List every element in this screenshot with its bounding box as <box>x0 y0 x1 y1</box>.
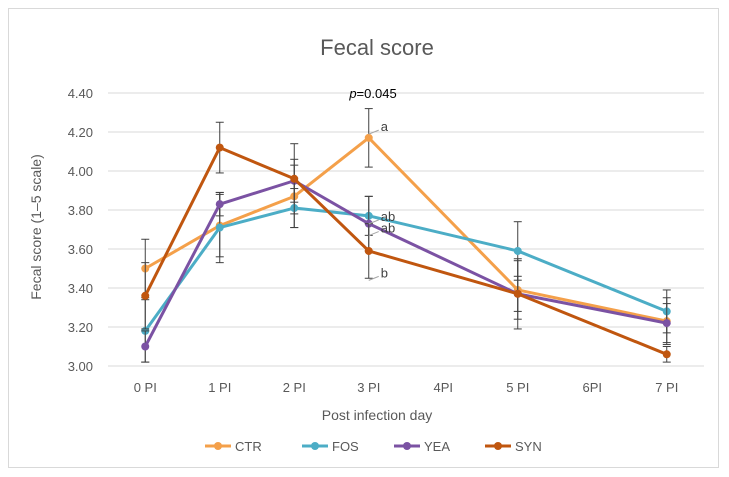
legend-marker-ctr <box>214 442 222 450</box>
marker-ctr <box>364 133 373 142</box>
legend-label-ctr: CTR <box>235 439 262 454</box>
significance-letter: a <box>381 119 389 134</box>
legend-item-syn: SYN <box>485 439 542 454</box>
x-tick-label: 0 PI <box>134 380 157 395</box>
y-tick-label: 3.40 <box>68 281 93 296</box>
p-value-annotation: p=0.045 <box>348 86 396 101</box>
significance-letter: ab <box>381 221 395 236</box>
legend-item-ctr: CTR <box>205 439 262 454</box>
marker-fos <box>513 246 522 255</box>
y-tick-label: 3.60 <box>68 242 93 257</box>
significance-letter: ab <box>381 209 395 224</box>
y-axis-label: Fecal score (1–5 scale) <box>28 154 44 300</box>
p-value-italic: p <box>348 86 356 101</box>
fecal-score-chart: Fecal score 3.00 3.20 3.40 3.60 3.80 4.00 4.20… <box>28 35 704 454</box>
significance-letter: b <box>381 265 388 280</box>
legend: CTR FOS YEA SYN <box>205 439 542 454</box>
x-tick-label: 3 PI <box>357 380 380 395</box>
y-tick-label: 3.20 <box>68 320 93 335</box>
x-tick-label: 6PI <box>582 380 602 395</box>
x-tick-label: 2 PI <box>283 380 306 395</box>
gridlines <box>108 92 704 367</box>
line-fos <box>144 206 668 332</box>
legend-label-syn: SYN <box>515 439 542 454</box>
x-tick-label: 5 PI <box>506 380 529 395</box>
marker-syn <box>364 246 373 255</box>
marker-syn <box>662 350 671 359</box>
marker-yea <box>662 319 671 328</box>
legend-item-fos: FOS <box>302 439 359 454</box>
marker-syn <box>215 143 224 152</box>
marker-syn <box>513 289 522 298</box>
x-axis-label: Post infection day <box>322 407 433 423</box>
annotation-leader <box>368 231 379 237</box>
chart-frame: Fecal score 3.00 3.20 3.40 3.60 3.80 4.00 4.20… <box>8 8 719 468</box>
y-tick-label: 3.80 <box>68 203 93 218</box>
y-tick-label: 4.20 <box>68 125 93 140</box>
y-tick-label: 4.00 <box>68 164 93 179</box>
annotation-leader <box>368 219 379 225</box>
p-value-rest: =0.045 <box>357 86 397 101</box>
legend-marker-fos <box>311 442 319 450</box>
x-tick-label: 1 PI <box>208 380 231 395</box>
annotation-leader <box>368 275 379 281</box>
x-tick-label: 4PI <box>433 380 453 395</box>
x-tick-labels: 0 PI 1 PI 2 PI 3 PI 4PI 5 PI 6PI 7 PI <box>134 380 679 395</box>
y-tick-label: 3.00 <box>68 359 93 374</box>
series-fos <box>141 188 671 363</box>
legend-label-fos: FOS <box>332 439 359 454</box>
annotation-leader <box>368 129 379 135</box>
marker-syn <box>141 291 150 300</box>
y-tick-labels: 3.00 3.20 3.40 3.60 3.80 4.00 4.20 4.40 <box>68 86 93 374</box>
line-yea <box>143 179 668 348</box>
marker-yea <box>215 200 224 209</box>
legend-marker-syn <box>494 442 502 450</box>
series-lines <box>141 108 671 363</box>
line-syn <box>143 146 668 356</box>
line-ctr <box>144 136 668 323</box>
legend-label-yea: YEA <box>424 439 450 454</box>
marker-yea <box>141 342 150 351</box>
chart-title: Fecal score <box>320 35 434 60</box>
x-tick-label: 7 PI <box>655 380 678 395</box>
legend-item-yea: YEA <box>394 439 450 454</box>
marker-fos <box>215 223 224 232</box>
y-tick-label: 4.40 <box>68 86 93 101</box>
marker-syn <box>290 174 299 183</box>
legend-marker-yea <box>403 442 411 450</box>
